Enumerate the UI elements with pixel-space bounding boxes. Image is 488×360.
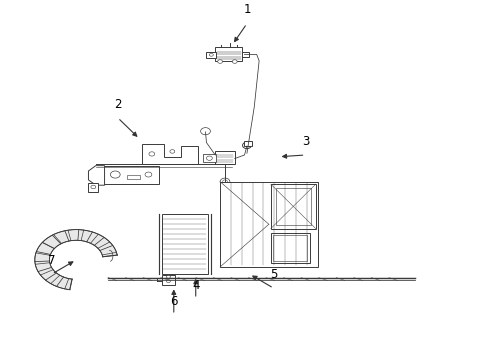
Bar [161, 213, 207, 274]
Text: 1: 1 [243, 4, 250, 17]
Polygon shape [142, 144, 198, 164]
Polygon shape [35, 230, 117, 290]
Text: 7: 7 [48, 254, 56, 267]
Circle shape [217, 60, 222, 63]
Circle shape [91, 185, 96, 189]
Text: 6: 6 [170, 295, 177, 308]
Bar [206, 51, 216, 58]
Bar [127, 175, 140, 179]
Bar [242, 51, 249, 57]
Bar [161, 275, 175, 285]
Bar [215, 48, 242, 61]
Circle shape [232, 60, 237, 63]
Bar [270, 184, 315, 229]
Circle shape [166, 275, 170, 278]
Circle shape [145, 172, 152, 177]
Circle shape [200, 128, 210, 135]
Bar [215, 152, 234, 164]
Circle shape [206, 156, 212, 160]
Polygon shape [103, 166, 159, 184]
Circle shape [209, 53, 213, 56]
Text: 3: 3 [301, 135, 308, 148]
Circle shape [110, 171, 120, 178]
Text: 2: 2 [114, 98, 121, 111]
Polygon shape [88, 184, 98, 192]
Circle shape [149, 152, 155, 156]
Bar [203, 154, 216, 162]
Text: 5: 5 [269, 268, 277, 281]
Circle shape [169, 150, 174, 153]
Polygon shape [88, 166, 104, 185]
Circle shape [242, 142, 251, 149]
Text: 4: 4 [192, 279, 199, 292]
Bar [273, 235, 307, 261]
Circle shape [222, 180, 227, 184]
Bar [275, 188, 310, 225]
Bar [243, 141, 252, 146]
Bar [270, 233, 309, 263]
Circle shape [220, 178, 229, 185]
Bar [220, 182, 317, 267]
Circle shape [166, 280, 170, 283]
